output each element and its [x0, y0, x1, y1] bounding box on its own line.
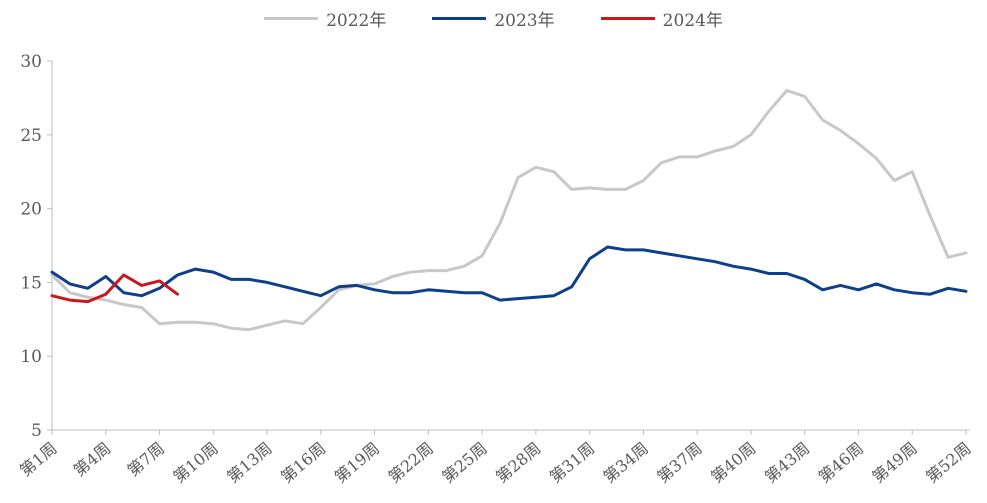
x-tick-label: 第37周: [653, 439, 705, 487]
legend-swatch-2024: [600, 17, 655, 20]
legend-item-2024: 2024年: [600, 6, 723, 31]
x-tick-label: 第10周: [170, 439, 222, 487]
x-tick-label: 第4周: [70, 439, 115, 481]
y-tick-label: 5: [31, 421, 42, 441]
x-tick-label: 第43周: [761, 439, 813, 487]
x-tick-label: 第28周: [492, 439, 544, 487]
legend-label-2023: 2023年: [494, 11, 555, 31]
legend-item-2023: 2023年: [432, 6, 555, 31]
x-tick-label: 第40周: [707, 439, 759, 487]
series-line-2: [50, 245, 968, 302]
y-tick-label: 20: [20, 200, 42, 220]
x-tick-label: 第22周: [385, 439, 437, 487]
series-line-1: [50, 89, 968, 332]
legend-label-2022: 2022年: [326, 11, 387, 31]
x-tick-label: 第19周: [331, 439, 383, 487]
legend-swatch-2023: [432, 17, 487, 20]
chart-legend: 2022年 2023年 2024年: [0, 6, 987, 31]
x-tick-label: 第7周: [124, 439, 169, 481]
series-line-3: [50, 273, 179, 304]
y-tick-label: 15: [20, 273, 42, 293]
x-tick-label: 第25周: [438, 439, 490, 487]
x-tick-label: 第34周: [600, 439, 652, 487]
y-tick-label: 25: [20, 126, 42, 146]
y-tick-label: 30: [20, 52, 42, 72]
x-tick-label: 第49周: [868, 439, 920, 487]
y-tick-label: 10: [20, 347, 42, 367]
x-tick-label: 第1周: [16, 439, 61, 481]
legend-item-2022: 2022年: [264, 6, 386, 31]
legend-label-2024: 2024年: [662, 11, 723, 31]
x-tick-label: 第46周: [815, 439, 867, 487]
x-tick-label: 第31周: [546, 439, 598, 487]
x-tick-label: 第16周: [277, 439, 329, 487]
legend-swatch-2022: [264, 17, 319, 20]
x-tick-label: 第13周: [223, 439, 275, 487]
x-tick-label: 第52周: [922, 439, 974, 487]
